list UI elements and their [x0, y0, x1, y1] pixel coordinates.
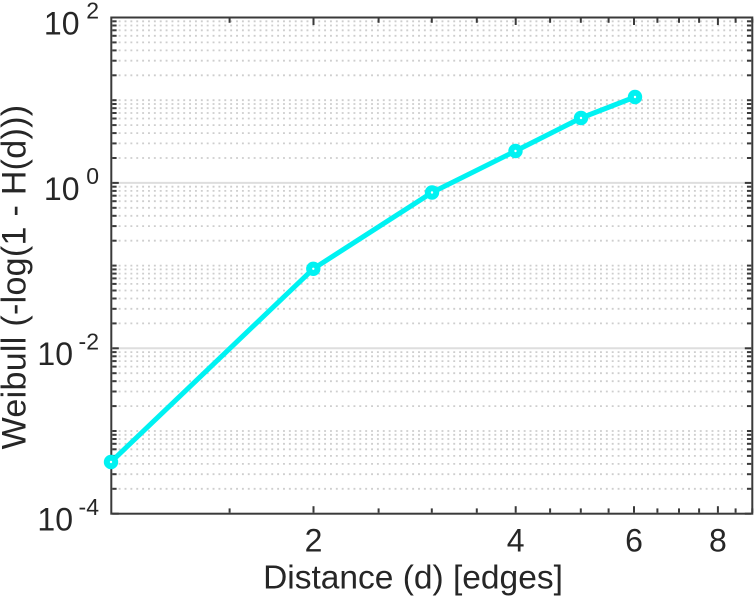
svg-text:Distance (d) [edges]: Distance (d) [edges]: [263, 560, 563, 597]
svg-text:10: 10: [37, 502, 73, 538]
svg-text:2: 2: [86, 0, 99, 24]
svg-text:10: 10: [44, 171, 80, 207]
svg-text:4: 4: [507, 523, 525, 559]
svg-text:10: 10: [44, 5, 80, 41]
svg-text:-4: -4: [79, 494, 100, 520]
svg-text:Weibull (-log(1 - H(d))): Weibull (-log(1 - H(d))): [0, 105, 34, 450]
svg-text:8: 8: [709, 523, 727, 559]
svg-text:0: 0: [86, 163, 99, 189]
svg-text:2: 2: [305, 523, 323, 559]
svg-text:10: 10: [37, 336, 73, 372]
svg-text:6: 6: [625, 523, 643, 559]
svg-text:-2: -2: [79, 329, 99, 355]
